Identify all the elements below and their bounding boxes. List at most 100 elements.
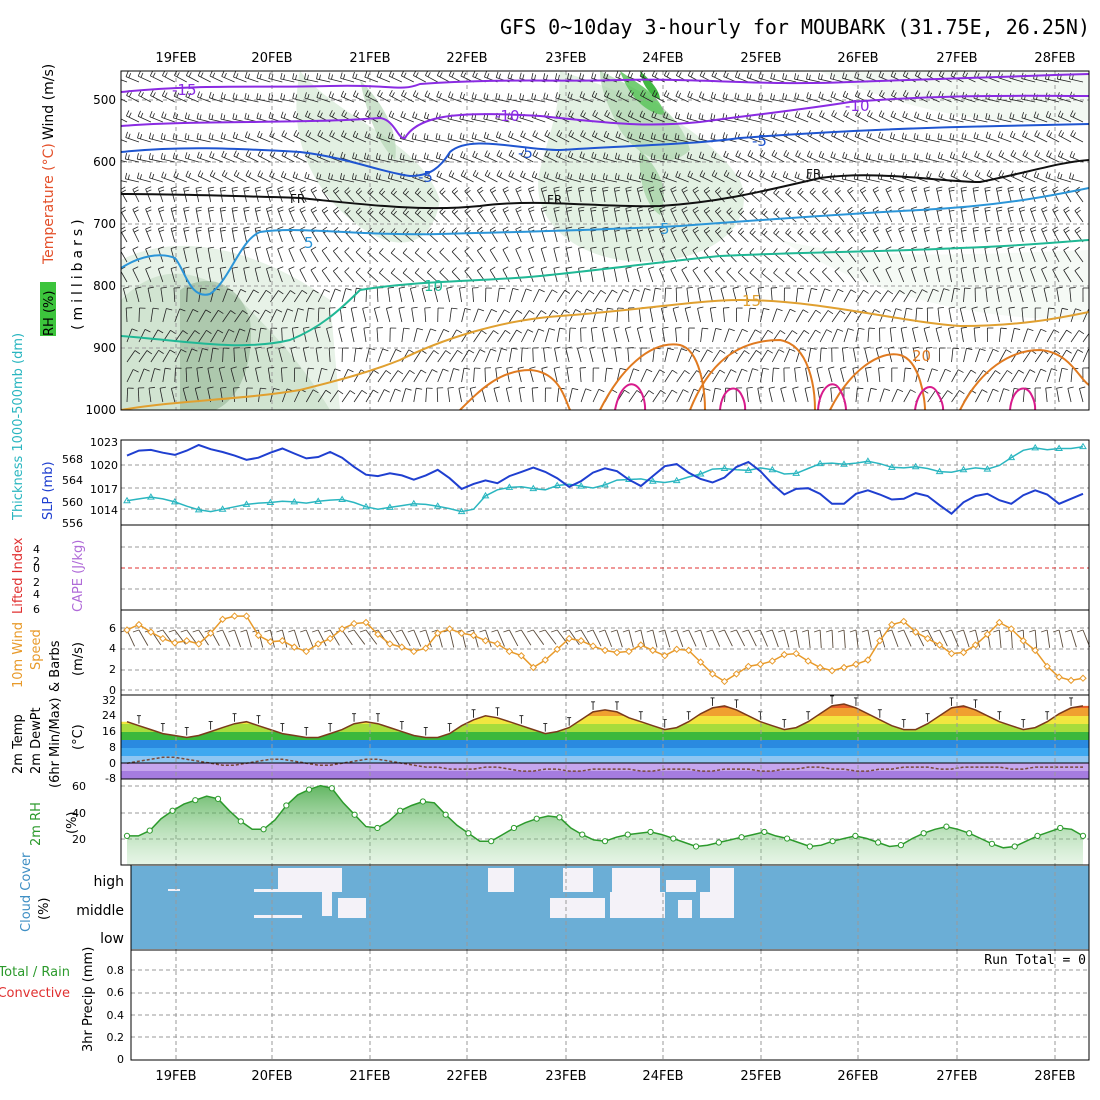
temp-minmax-bar <box>256 715 261 724</box>
wind-barb <box>186 348 198 363</box>
wind-barb <box>783 150 797 163</box>
wind-barb <box>132 266 140 283</box>
wind-barb <box>568 327 577 343</box>
wind-barb <box>328 91 343 103</box>
wind-barb <box>266 186 273 203</box>
wind-barb <box>771 170 785 183</box>
wind-barb <box>138 350 153 363</box>
wind-barb <box>299 206 307 223</box>
wind-barb <box>794 111 809 123</box>
wind-barb <box>461 349 475 363</box>
wind-barb <box>399 153 414 163</box>
wind-barb <box>759 170 773 183</box>
wind-barb <box>692 206 701 223</box>
rh-legend-swatch <box>40 282 56 336</box>
wind-barb <box>352 130 367 143</box>
label-minus5a: -5 <box>418 168 433 186</box>
wind-barb <box>281 327 288 343</box>
wind-barb <box>233 347 240 363</box>
wind-tick-6: 6 <box>109 622 116 635</box>
wind-barb <box>998 349 1012 363</box>
wind-barb <box>985 113 1000 123</box>
wind-barb <box>160 286 167 303</box>
wind-barb <box>414 188 427 203</box>
wind10m-barb <box>264 629 275 648</box>
wind-barb <box>648 246 655 263</box>
wind10m-barb <box>491 629 505 647</box>
wind-barb <box>681 266 689 283</box>
wind-barb <box>984 266 991 283</box>
wind-barb <box>1069 287 1076 303</box>
wind-barb <box>489 206 498 223</box>
wind-barb <box>288 186 295 203</box>
wind-barb <box>508 130 522 143</box>
wind-barb <box>328 72 343 83</box>
wind-barb <box>692 186 701 203</box>
wind-barb <box>184 112 199 123</box>
wind-barb <box>565 206 573 223</box>
wind-barb <box>923 246 930 263</box>
temp-minmax-bar <box>136 715 141 724</box>
wind-barb <box>773 268 785 283</box>
wind10m-barb <box>802 629 811 648</box>
thickness-point <box>242 500 251 507</box>
wind-barb <box>137 71 152 83</box>
wind-speed-point <box>625 647 633 656</box>
wind-barb <box>759 149 773 163</box>
wind-barb <box>256 93 271 103</box>
wind-barb <box>363 173 379 183</box>
temp-minmax-bar <box>830 695 835 704</box>
thickness-point <box>433 502 442 509</box>
precip-yaxis: 0.8 0.6 0.4 0.2 0 Total / Rain Convectiv… <box>0 947 124 1066</box>
wind-barb <box>628 89 642 103</box>
rh2m-point <box>146 827 153 834</box>
wind-barb <box>1070 330 1085 343</box>
wind-barb <box>636 246 644 263</box>
wind-barb <box>185 170 199 183</box>
wind-barb <box>461 367 470 383</box>
wind-barb <box>807 287 818 303</box>
wind-barb <box>910 226 918 243</box>
wind10m-barb <box>132 629 149 646</box>
wind-barb <box>878 110 892 123</box>
isotherm-minus15 <box>121 73 1089 93</box>
date-label-bottom: 26FEB <box>837 1069 878 1084</box>
wind-barb <box>1034 328 1047 343</box>
thickness-point <box>648 477 657 484</box>
wind-barb <box>220 132 235 143</box>
wind-barb <box>268 72 283 83</box>
temp-minmax-bar <box>543 723 548 732</box>
wind-barb <box>528 246 535 263</box>
wind-barb <box>736 307 743 323</box>
wind-barb <box>477 246 486 263</box>
wind-barb <box>676 370 690 383</box>
wind-barb <box>937 152 952 163</box>
temp-minmax-bar <box>591 701 596 710</box>
wind-barb <box>389 370 404 383</box>
wind-barb <box>962 151 976 163</box>
wind-barb <box>207 366 214 383</box>
wind-barb <box>509 329 522 343</box>
wind-barb <box>290 346 297 363</box>
wind10m-barb <box>766 629 779 648</box>
wind-barb <box>173 287 180 303</box>
wind-barb <box>195 266 202 283</box>
wind-barb <box>436 387 444 403</box>
wind-barb <box>686 152 701 163</box>
wind-barb <box>365 348 376 363</box>
wind-barb <box>758 93 773 103</box>
wind-barb <box>724 328 735 343</box>
wind-barb <box>697 306 704 323</box>
wind-barb <box>387 153 402 163</box>
wind-barb <box>411 132 426 143</box>
wind10m-barbs <box>120 629 1091 648</box>
wind-barb <box>736 368 748 383</box>
thickness-point <box>1007 453 1016 461</box>
wind-barb <box>891 367 898 383</box>
wind-barb <box>889 153 904 163</box>
wind-barb <box>903 389 916 403</box>
wind-barb <box>889 132 904 143</box>
isotherm-20 <box>459 338 1089 410</box>
wind-barb <box>292 92 307 103</box>
wind-barb <box>411 306 418 323</box>
